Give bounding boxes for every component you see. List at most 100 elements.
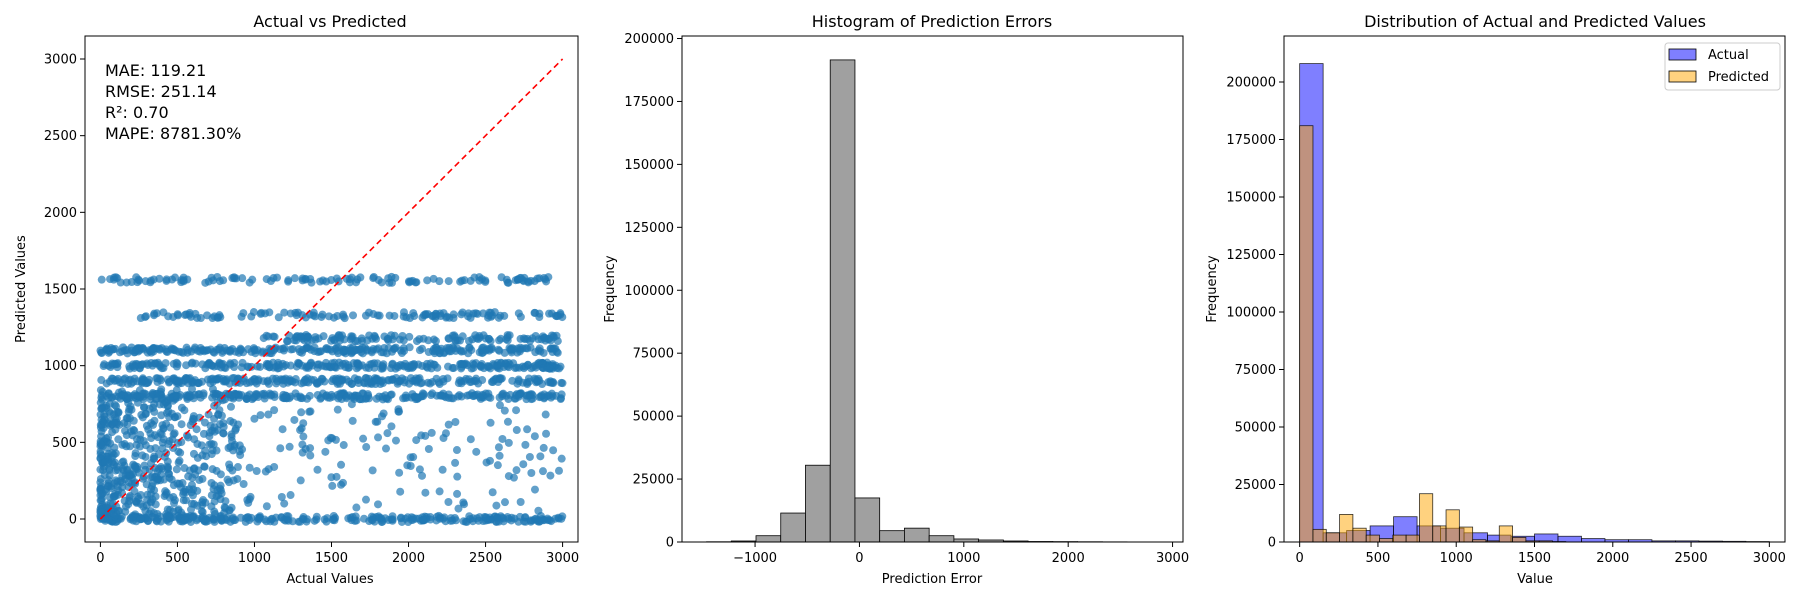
scatter-point (225, 460, 234, 469)
scatter-point (280, 344, 289, 353)
scatter-point (178, 479, 187, 488)
scatter-point (245, 278, 254, 287)
scatter-point (372, 394, 381, 403)
scatter-point (297, 424, 306, 433)
scatter-point (198, 498, 207, 507)
scatter-point (256, 309, 265, 318)
scatter-point (172, 465, 181, 474)
scatter-point (153, 467, 162, 476)
scatter-title: Actual vs Predicted (253, 12, 406, 31)
scatter-point (317, 361, 326, 370)
dist-ytick-label: 50000 (1235, 421, 1276, 436)
scatter-point (187, 505, 196, 514)
scatter-point (148, 479, 157, 488)
scatter-point (424, 310, 433, 319)
error-hist-ytick-label: 100000 (624, 284, 674, 299)
dist-bar-predicted (1405, 534, 1420, 543)
scatter-point (183, 275, 192, 284)
scatter-point (238, 274, 247, 283)
scatter-point (306, 451, 315, 460)
scatter-ytick-label: 3000 (44, 53, 77, 68)
scatter-point (219, 419, 228, 428)
error-hist-plot-frame (681, 35, 1184, 543)
scatter-point (182, 343, 191, 352)
scatter-point (318, 375, 327, 384)
scatter-point (535, 309, 544, 318)
scatter-point (466, 276, 475, 285)
scatter-point (419, 515, 428, 524)
scatter-point (130, 363, 139, 372)
scatter-point (404, 518, 413, 527)
scatter-point (304, 343, 313, 352)
scatter-point (247, 312, 256, 321)
scatter-point (384, 344, 393, 353)
scatter-point (253, 517, 262, 526)
scatter-point (328, 392, 337, 401)
scatter-point (249, 393, 258, 402)
dist-bar-predicted (1392, 534, 1407, 543)
scatter-point (123, 349, 132, 358)
error-hist-ytick-label: 50000 (633, 410, 674, 425)
scatter-point (539, 443, 548, 452)
scatter-point (286, 309, 295, 318)
scatter-point (322, 517, 331, 526)
scatter-point (481, 276, 490, 285)
scatter-point (405, 332, 414, 341)
scatter-point (479, 309, 488, 318)
metric-rmse: RMSE: 251.14 (105, 82, 217, 101)
error-hist-bar (879, 530, 905, 543)
scatter-point (251, 349, 260, 358)
scatter-point (189, 415, 198, 424)
scatter-point (495, 336, 504, 345)
scatter-point (432, 374, 441, 383)
scatter-point (419, 390, 428, 399)
scatter-point (451, 458, 460, 467)
scatter-point (523, 344, 532, 353)
dist-ytick-label: 200000 (1226, 76, 1276, 91)
scatter-point (121, 426, 130, 435)
scatter-point (549, 446, 558, 455)
scatter-point (487, 343, 496, 352)
scatter-point (461, 517, 470, 526)
error-hist-title: Histogram of Prediction Errors (812, 12, 1053, 31)
scatter-points (96, 272, 567, 527)
scatter-point (173, 311, 182, 320)
scatter-point (147, 459, 156, 468)
scatter-point (181, 311, 190, 320)
scatter-point (287, 345, 296, 354)
scatter-point (495, 393, 504, 402)
scatter-point (394, 407, 403, 416)
scatter-point (493, 513, 502, 522)
scatter-point (148, 345, 157, 354)
scatter-point (516, 497, 525, 506)
scatter-point (375, 513, 384, 522)
scatter-point (293, 308, 302, 317)
scatter-point (429, 274, 438, 283)
scatter-point (286, 491, 295, 500)
scatter-point (333, 405, 342, 414)
scatter-point (120, 419, 129, 428)
scatter-point (423, 276, 432, 285)
scatter-point (460, 500, 469, 509)
scatter-point (398, 332, 407, 341)
scatter-point (383, 429, 392, 438)
dist-ytick-label: 125000 (1226, 248, 1276, 263)
scatter-point (339, 312, 348, 321)
scatter-point (544, 378, 553, 387)
scatter-point (396, 487, 405, 496)
scatter-point (497, 273, 506, 282)
scatter-point (397, 513, 406, 522)
scatter-point (173, 360, 182, 369)
scatter-point (387, 390, 396, 399)
scatter-point (313, 465, 322, 474)
scatter-point (450, 331, 459, 340)
error-hist-bar (780, 512, 806, 543)
scatter-point (97, 441, 106, 450)
scatter-point (512, 466, 521, 475)
scatter-point (210, 312, 219, 321)
scatter-point (344, 361, 353, 370)
scatter-point (427, 364, 436, 373)
scatter-xtick-label: 2500 (469, 551, 502, 566)
scatter-point (124, 500, 133, 509)
scatter-point (259, 334, 268, 343)
